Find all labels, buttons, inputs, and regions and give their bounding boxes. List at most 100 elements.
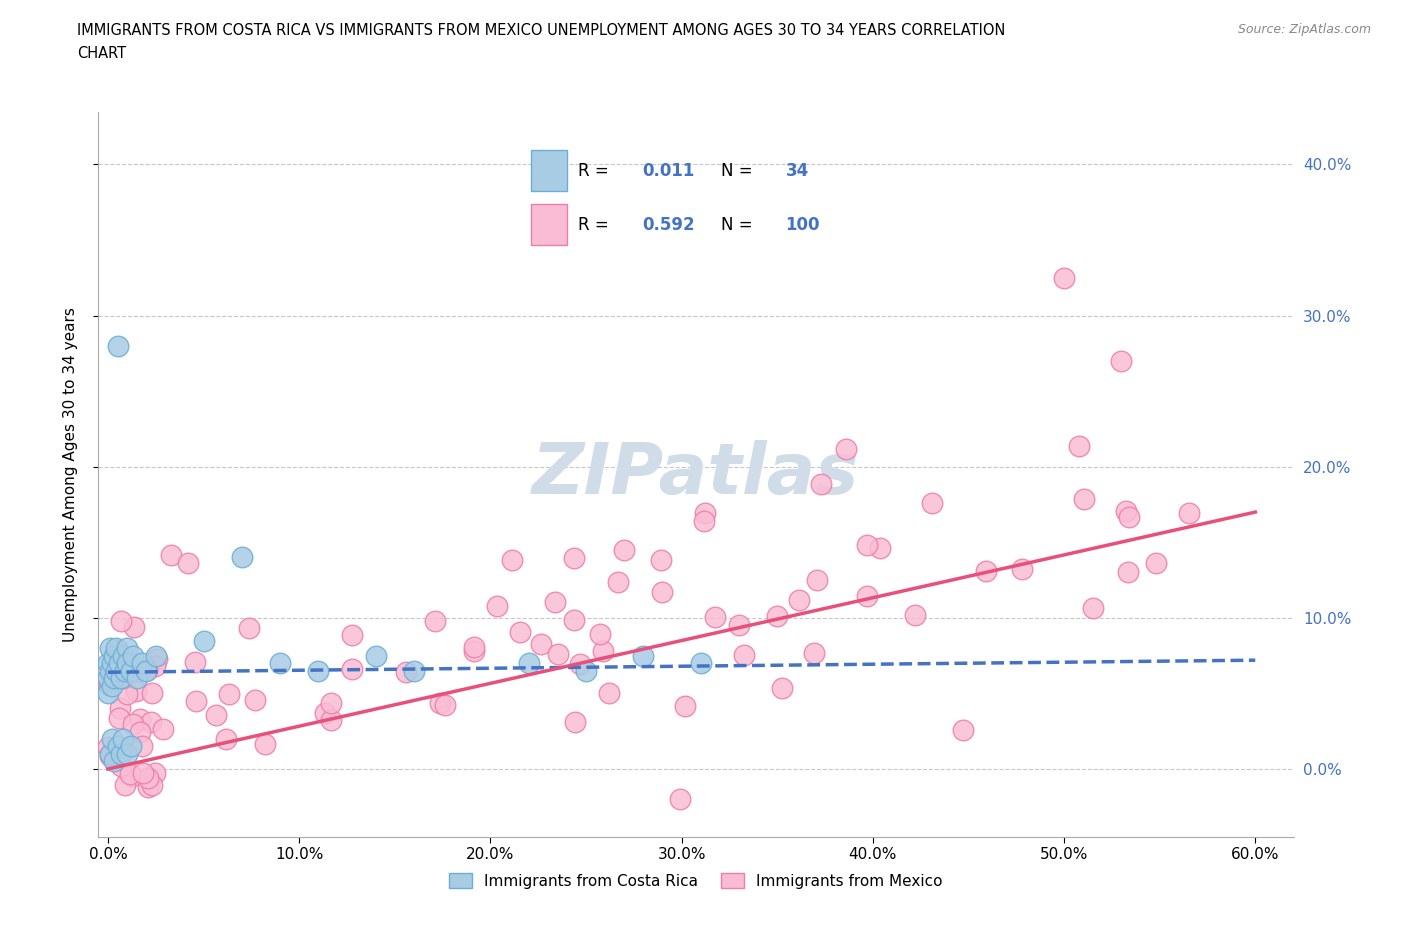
Point [110, 613, 132, 628]
Point [135, 663, 157, 678]
Point [787, 592, 810, 607]
Point [517, 656, 540, 671]
Point [136, 770, 159, 785]
Point [136, 662, 159, 677]
Point [314, 706, 336, 721]
Point [125, 671, 148, 685]
Point [1178, 505, 1201, 520]
Point [129, 724, 152, 739]
Point [120, 766, 142, 781]
Point [693, 506, 716, 521]
Point [810, 476, 832, 491]
Point [921, 496, 943, 511]
Point [117, 687, 139, 702]
Point [564, 715, 586, 730]
Point [429, 696, 451, 711]
Point [243, 693, 266, 708]
Point [544, 594, 567, 609]
Text: ZIPatlas: ZIPatlas [533, 440, 859, 509]
Point [952, 723, 974, 737]
Point [218, 686, 240, 701]
Point [395, 665, 418, 680]
Point [693, 513, 716, 528]
Point [97, 656, 120, 671]
Point [433, 698, 456, 712]
Point [589, 626, 612, 641]
Point [108, 711, 131, 725]
Point [869, 540, 891, 555]
Point [463, 644, 485, 658]
Text: IMMIGRANTS FROM COSTA RICA VS IMMIGRANTS FROM MEXICO UNEMPLOYMENT AMONG AGES 30 : IMMIGRANTS FROM COSTA RICA VS IMMIGRANTS… [77, 23, 1005, 38]
Point [120, 738, 142, 753]
Point [806, 573, 828, 588]
Point [575, 663, 598, 678]
Point [145, 648, 167, 663]
Point [97, 677, 120, 692]
Point [562, 551, 585, 565]
Point [689, 656, 711, 671]
Point [307, 663, 329, 678]
Point [108, 656, 131, 671]
Point [101, 731, 124, 746]
Point [425, 614, 447, 629]
Point [855, 538, 877, 552]
Point [1081, 601, 1104, 616]
Point [766, 609, 789, 624]
Text: CHART: CHART [77, 46, 127, 61]
Point [193, 633, 215, 648]
Point [143, 658, 166, 673]
Point [215, 732, 238, 747]
Point [1011, 562, 1033, 577]
Point [107, 738, 129, 753]
Point [98, 749, 121, 764]
Point [115, 641, 138, 656]
Point [143, 765, 166, 780]
Point [253, 737, 276, 751]
Point [110, 759, 132, 774]
Text: Source: ZipAtlas.com: Source: ZipAtlas.com [1237, 23, 1371, 36]
Point [269, 656, 291, 671]
Point [97, 739, 120, 754]
Point [501, 552, 523, 567]
Point [402, 663, 425, 678]
Point [562, 613, 585, 628]
Point [231, 550, 253, 565]
Point [139, 714, 162, 729]
Point [110, 671, 132, 685]
Point [650, 552, 672, 567]
Point [673, 699, 696, 714]
Point [835, 441, 858, 456]
Point [509, 625, 531, 640]
Point [184, 655, 207, 670]
Point [1111, 353, 1133, 368]
Y-axis label: Unemployment Among Ages 30 to 34 years: Unemployment Among Ages 30 to 34 years [63, 307, 77, 642]
Point [238, 621, 260, 636]
Point [1115, 504, 1137, 519]
Point [974, 564, 997, 578]
Point [98, 663, 121, 678]
Point [364, 648, 387, 663]
Point [770, 680, 793, 695]
Point [592, 644, 614, 658]
Point [704, 609, 727, 624]
Point [124, 619, 146, 634]
Point [340, 628, 363, 643]
Point [651, 585, 673, 600]
Point [321, 712, 343, 727]
Point [108, 700, 131, 715]
Point [107, 643, 129, 658]
Point [129, 711, 152, 726]
Point [669, 791, 692, 806]
Point [98, 641, 121, 656]
Point [160, 548, 183, 563]
Point [114, 663, 136, 678]
Legend: Immigrants from Costa Rica, Immigrants from Mexico: Immigrants from Costa Rica, Immigrants f… [443, 867, 949, 895]
Point [110, 747, 132, 762]
Point [107, 339, 129, 353]
Point [152, 722, 174, 737]
Point [121, 716, 143, 731]
Point [121, 768, 143, 783]
Point [131, 738, 153, 753]
Point [803, 645, 825, 660]
Point [97, 686, 120, 701]
